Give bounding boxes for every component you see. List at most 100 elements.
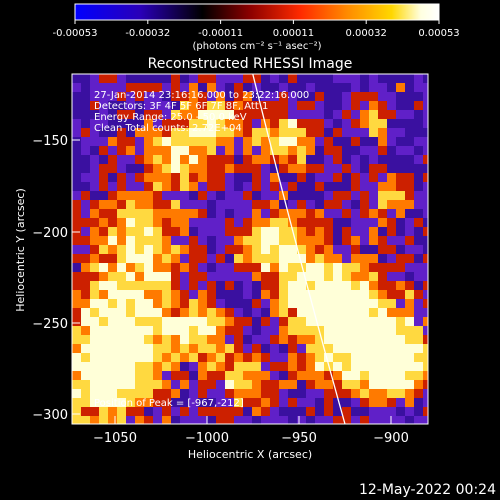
heatmap-cell [324, 281, 334, 291]
heatmap-cell [90, 398, 100, 408]
heatmap-cell [360, 83, 370, 93]
heatmap-cell [135, 119, 145, 129]
heatmap-cell [369, 272, 379, 282]
heatmap-cell [72, 83, 82, 93]
heatmap-cell [180, 191, 190, 201]
heatmap-cell [360, 353, 370, 363]
heatmap-cell [135, 200, 145, 210]
heatmap-cell [378, 254, 388, 264]
heatmap-cell [135, 299, 145, 309]
heatmap-cell [72, 389, 82, 399]
heatmap-cell [207, 407, 217, 417]
heatmap-cell [369, 362, 379, 372]
heatmap-cell [198, 344, 208, 354]
heatmap-cell [72, 137, 82, 147]
heatmap-cell [72, 119, 82, 129]
heatmap-cell [414, 290, 424, 300]
heatmap-cell [333, 407, 343, 417]
heatmap-cell [108, 83, 118, 93]
heatmap-cell [225, 326, 235, 336]
heatmap-cell [360, 272, 370, 282]
heatmap-cell [333, 371, 343, 381]
heatmap-cell [81, 371, 91, 381]
heatmap-cell [234, 74, 244, 84]
heatmap-cell [396, 290, 406, 300]
heatmap-cell [306, 110, 316, 120]
heatmap-cell [144, 101, 154, 111]
info-line-detectors: Detectors: 3F 4F 5F 6F 7F 8F, Att 1 [94, 101, 268, 112]
heatmap-cell [234, 254, 244, 264]
heatmap-cell [234, 281, 244, 291]
heatmap-cell [171, 281, 181, 291]
heatmap-cell [216, 191, 226, 201]
heatmap-cell [126, 200, 136, 210]
heatmap-cell [243, 254, 253, 264]
heatmap-cell [315, 200, 325, 210]
heatmap-cell [126, 380, 136, 390]
heatmap-cell [378, 227, 388, 237]
heatmap-cell [297, 110, 307, 120]
heatmap-cell [81, 353, 91, 363]
heatmap-cell [270, 191, 280, 201]
heatmap-cell [243, 263, 253, 273]
heatmap-cell [144, 191, 154, 201]
heatmap-cell [387, 353, 397, 363]
heatmap-cell [315, 218, 325, 228]
heatmap-cell [342, 263, 352, 273]
heatmap-cell [99, 371, 109, 381]
heatmap-cell [99, 317, 109, 327]
heatmap-cell [99, 119, 109, 129]
heatmap-cell [261, 74, 271, 84]
heatmap-cell [252, 182, 262, 192]
heatmap-cell [117, 92, 127, 102]
heatmap-cell [306, 146, 316, 156]
heatmap-cell [270, 92, 280, 102]
heatmap-cell [297, 128, 307, 138]
heatmap-cell [396, 236, 406, 246]
heatmap-cell [171, 146, 181, 156]
heatmap-cell [414, 299, 424, 309]
heatmap-cell [414, 119, 424, 129]
heatmap-cell [207, 308, 217, 318]
heatmap-cell [216, 74, 226, 84]
heatmap-cell [135, 263, 145, 273]
heatmap-cell [288, 398, 298, 408]
heatmap-cell [270, 281, 280, 291]
heatmap-cell [369, 416, 379, 424]
heatmap-cell [225, 335, 235, 345]
heatmap-cell [126, 92, 136, 102]
heatmap-cell [378, 362, 388, 372]
heatmap-cell [171, 227, 181, 237]
heatmap-cell [324, 182, 334, 192]
heatmap-cell [243, 137, 253, 147]
heatmap-cell [243, 119, 253, 129]
heatmap-cell [171, 290, 181, 300]
heatmap-cell [99, 380, 109, 390]
heatmap-cell [72, 218, 82, 228]
heatmap-cell [162, 398, 172, 408]
colorbar-tick-label: -0.00032 [125, 28, 170, 39]
heatmap-cell [171, 83, 181, 93]
heatmap-cell [90, 191, 100, 201]
heatmap-cell [162, 173, 172, 183]
heatmap-cell [72, 353, 82, 363]
heatmap-cell [270, 353, 280, 363]
heatmap-cell [117, 407, 127, 417]
heatmap-cell [369, 128, 379, 138]
heatmap-cell [135, 389, 145, 399]
heatmap-cell [261, 308, 271, 318]
heatmap-cell [405, 110, 415, 120]
heatmap-cell [189, 389, 199, 399]
heatmap-cell [72, 344, 82, 354]
heatmap-cell [81, 344, 91, 354]
heatmap-cell [252, 326, 262, 336]
heatmap-cell [171, 182, 181, 192]
heatmap-cell [243, 155, 253, 165]
heatmap-cell [225, 308, 235, 318]
heatmap-cell [270, 173, 280, 183]
heatmap-cell [99, 236, 109, 246]
heatmap-cell [405, 362, 415, 372]
heatmap-cell [342, 101, 352, 111]
heatmap-cell [198, 128, 208, 138]
heatmap-cell [387, 254, 397, 264]
